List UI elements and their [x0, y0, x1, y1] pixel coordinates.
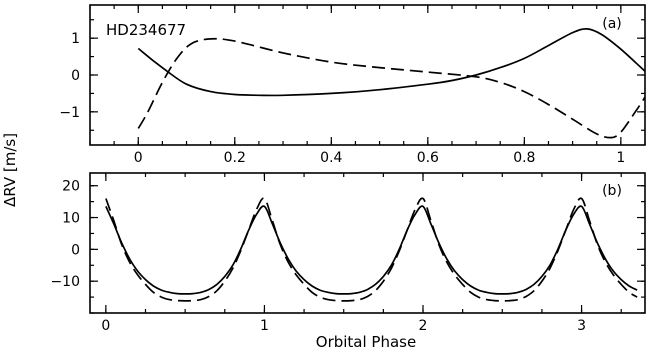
y-tick-label: 1 [71, 31, 80, 47]
panel-b-ticks [90, 173, 645, 314]
panel-b-frame [89, 172, 646, 314]
y-tick-label: 20 [62, 179, 80, 195]
panel-a-dashed-curve [137, 37, 646, 139]
x-tick-label: 1 [616, 150, 625, 166]
y-axis-label: ΔRV [m/s] [1, 133, 19, 207]
panel-a-tick-labels: 0 0.2 0.4 0.6 0.8 1 −1 0 1 [59, 31, 625, 166]
x-tick-label: 0.6 [417, 150, 439, 166]
x-tick-label: 0.4 [320, 150, 342, 166]
y-tick-label: 0 [71, 68, 80, 84]
x-tick-label: 0 [134, 150, 143, 166]
y-tick-label: 0 [71, 242, 80, 258]
panel-b: 0 1 2 3 −10 0 10 20 (b) [50, 172, 646, 334]
star-name-annotation: HD234677 [106, 21, 186, 39]
x-tick-label: 0.2 [224, 150, 246, 166]
y-tick-label: 10 [62, 211, 80, 227]
panel-a-curves [137, 28, 646, 139]
panel-b-solid-curve [105, 205, 638, 295]
x-tick-label: 1 [260, 318, 269, 334]
x-tick-label: 3 [577, 318, 586, 334]
panel-b-tick-labels: 0 1 2 3 −10 0 10 20 [50, 179, 586, 334]
x-axis-label: Orbital Phase [316, 333, 416, 351]
panel-a-ticks [89, 5, 646, 145]
x-tick-label: 0 [101, 318, 110, 334]
panel-a-label: (a) [602, 16, 622, 32]
panel-b-label: (b) [602, 183, 622, 199]
x-tick-label: 0.8 [513, 150, 535, 166]
panel-a-solid-curve [137, 28, 646, 97]
panel-b-dashed-curve [105, 197, 638, 302]
x-tick-label: 2 [419, 318, 428, 334]
panel-b-curves [105, 197, 638, 302]
panel-a: 0 0.2 0.4 0.6 0.8 1 −1 0 1 HD234677 (a) [59, 4, 646, 166]
y-tick-label: −1 [59, 105, 80, 121]
y-tick-label: −10 [50, 274, 80, 290]
